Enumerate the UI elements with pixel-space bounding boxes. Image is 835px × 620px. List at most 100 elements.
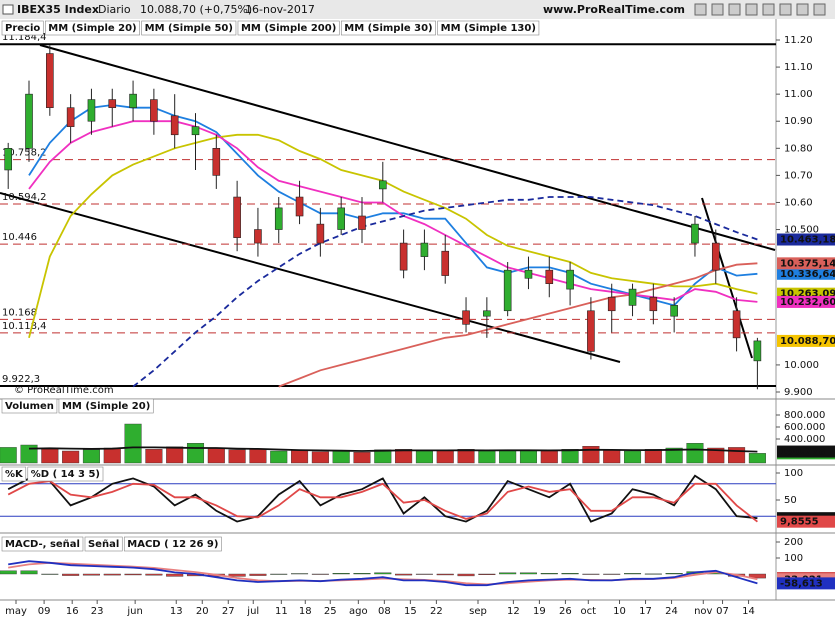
bar	[145, 573, 163, 576]
candle-body	[316, 223, 325, 244]
x-tick-label: 10	[613, 606, 626, 617]
window-button[interactable]	[779, 3, 792, 16]
site: www.ProRealTime.com	[543, 3, 685, 16]
bar	[353, 573, 371, 575]
candle-body	[587, 310, 595, 352]
y-tick-label: 10.60	[784, 197, 813, 208]
candle-body	[254, 229, 262, 244]
date: 16-nov-2017	[245, 3, 315, 16]
bar	[499, 449, 517, 464]
y-tick-label: 50	[784, 495, 797, 506]
legend-box	[123, 536, 222, 552]
candle-body	[358, 215, 366, 230]
y-tick-label: 200	[784, 537, 803, 548]
last-value-box	[777, 515, 835, 528]
bar	[561, 449, 579, 464]
window-button[interactable]	[745, 3, 758, 16]
ma-line	[28, 133, 758, 339]
candle-body	[503, 269, 512, 312]
candle-body	[462, 310, 470, 325]
bar	[540, 450, 558, 464]
bar	[124, 573, 142, 576]
legend-box	[141, 20, 237, 36]
trend-line	[39, 44, 776, 251]
window-button[interactable]	[762, 3, 775, 16]
bar	[540, 573, 558, 575]
window-button[interactable]	[711, 3, 724, 16]
y-tick-label: 400.000	[784, 434, 825, 445]
last-value-box	[777, 295, 835, 308]
legend-label: MM (Simple 130)	[441, 23, 536, 34]
legend-box	[84, 536, 123, 552]
candle-body	[274, 207, 283, 230]
bar	[582, 573, 600, 575]
x-tick-label: 22	[430, 606, 443, 617]
bar	[186, 443, 205, 464]
window-button[interactable]	[796, 3, 809, 16]
bar	[353, 452, 371, 464]
bar	[686, 443, 704, 464]
bar	[311, 573, 329, 575]
bar	[270, 573, 288, 575]
last-value-box	[777, 445, 835, 458]
y-tick-label: 10.70	[784, 170, 813, 181]
candle-body	[399, 242, 408, 271]
x-tick-label: 26	[559, 606, 572, 617]
candle-body	[233, 196, 241, 238]
bar	[124, 423, 142, 464]
candle-body	[295, 196, 304, 217]
ma-line	[278, 262, 758, 388]
level-label: 10.594,2	[2, 192, 47, 203]
y-tick-label: 100	[784, 468, 803, 479]
y-tick-label: 800.000	[784, 410, 825, 421]
bar	[374, 572, 392, 575]
x-tick-label: 18	[299, 606, 312, 617]
candle-body	[441, 250, 450, 276]
window-button[interactable]	[694, 3, 707, 16]
candle-body	[753, 340, 762, 362]
x-tick-label: 08	[378, 606, 391, 617]
candle-body	[545, 269, 554, 284]
bar	[624, 573, 642, 575]
legend-label: %K	[5, 469, 24, 480]
bar	[478, 573, 496, 575]
menu-icon[interactable]	[2, 4, 14, 15]
legend-box	[44, 20, 140, 36]
bar	[332, 573, 350, 575]
level-label: 11.184,4	[2, 32, 47, 43]
last-value-label: -58,613	[780, 578, 823, 589]
candle-body	[108, 99, 117, 108]
bar	[707, 447, 725, 464]
legend-box	[1, 20, 44, 36]
watermark: © ProRealTime.com	[14, 385, 114, 396]
window-button[interactable]	[813, 3, 826, 16]
bar	[20, 444, 38, 464]
candle-body	[691, 223, 699, 244]
last-price: 10.088,70 (+0,75%)	[140, 3, 252, 16]
ma-line	[28, 120, 758, 303]
legend-label: MACD ( 12 26 9)	[127, 539, 218, 550]
window-button[interactable]	[728, 3, 741, 16]
bar	[62, 450, 80, 464]
candle-body	[711, 242, 720, 271]
bar	[415, 573, 433, 575]
bar	[624, 450, 642, 464]
x-tick-label: ago	[349, 606, 368, 617]
bar	[644, 449, 662, 464]
last-value-label: 10.336,64	[780, 269, 835, 280]
ma-line	[132, 196, 758, 388]
bar	[228, 573, 246, 577]
bar	[728, 447, 746, 464]
candle-body	[25, 93, 33, 149]
bar	[436, 573, 454, 576]
bar	[395, 449, 413, 464]
legend-label: MM (Simple 20)	[62, 401, 150, 412]
level-label: 10.168	[2, 307, 37, 318]
x-tick-label: 16	[66, 606, 79, 617]
candle-body	[732, 310, 741, 339]
candle-body	[170, 115, 179, 136]
x-tick-label: 19	[533, 606, 546, 617]
period: Diario	[98, 3, 131, 16]
x-tick-label: jul	[246, 606, 259, 617]
